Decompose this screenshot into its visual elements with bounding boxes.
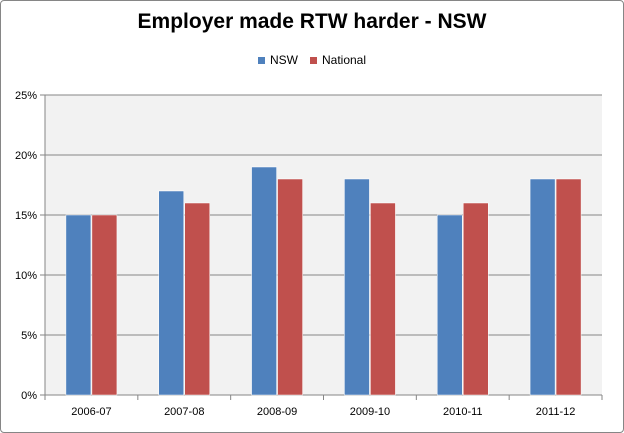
y-tick-label: 15% (15, 210, 37, 222)
bar-national-2010-11 (463, 202, 489, 396)
bar-national-2006-07 (91, 214, 118, 396)
bar-national-2011-12 (555, 178, 582, 396)
bar-nsw-2006-07 (65, 214, 92, 396)
legend-swatch-nsw (257, 56, 265, 64)
x-tick-label: 2011-12 (536, 406, 576, 418)
bar-national-2008-09 (277, 178, 303, 396)
bar-nsw-2009-10 (344, 178, 370, 396)
plot-area (45, 95, 602, 395)
legend-label-nsw: NSW (269, 53, 298, 67)
y-tick-label: 5% (21, 330, 37, 342)
x-tick-label: 2006-07 (71, 406, 111, 418)
bar-nsw-2007-08 (158, 190, 184, 396)
legend-item-national: National (309, 53, 367, 67)
legend-label-national: National (321, 53, 367, 67)
bar-nsw-2011-12 (529, 178, 556, 396)
chart-title: Employer made RTW harder - NSW (137, 10, 487, 33)
y-tick-label: 25% (15, 90, 37, 102)
x-tick-label: 2008-09 (257, 406, 297, 418)
bar-nsw-2010-11 (437, 214, 463, 396)
legend-item-nsw: NSW (257, 53, 298, 67)
chart-legend: NSW National (0, 53, 624, 67)
x-tick-label: 2007-08 (164, 406, 204, 418)
legend-swatch-national (309, 56, 317, 64)
x-tick-label: 2010-11 (443, 406, 483, 418)
bar-nsw-2008-09 (251, 166, 277, 396)
x-tick-label: 2009-10 (350, 406, 390, 418)
bar-national-2007-08 (184, 202, 210, 396)
y-tick-label: 10% (15, 270, 37, 282)
y-tick-label: 0% (21, 390, 37, 402)
bar-national-2009-10 (370, 202, 396, 396)
y-tick-label: 20% (15, 150, 37, 162)
